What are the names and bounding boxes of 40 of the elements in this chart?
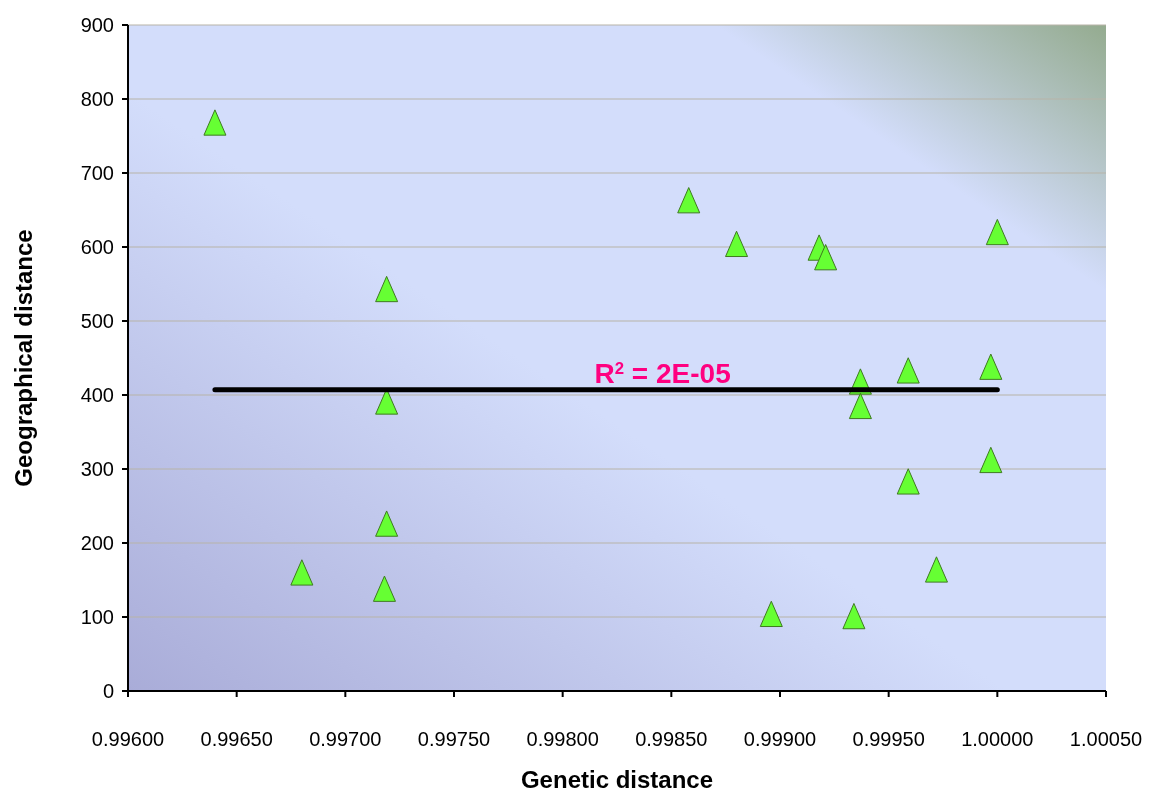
annotation: R$^{2}$ = 2E-05 (594, 358, 731, 390)
x-tick-label: 0.99750 (417, 728, 491, 750)
point (842, 602, 866, 630)
y-tick-label: 500 (80, 310, 114, 332)
point (759, 600, 783, 628)
y-tick-label: 0 (102, 680, 114, 702)
point (375, 510, 399, 537)
y-tick-label: 100 (80, 606, 114, 628)
x-tick-label: 0.99800 (526, 728, 599, 750)
y-tick-label: 400 (80, 384, 114, 406)
y-tick-label: 200 (80, 532, 114, 554)
point (372, 575, 396, 602)
x-tick-label: 0.99650 (200, 728, 273, 750)
point (203, 109, 227, 136)
y-axis-title: Geographical distance (10, 229, 37, 487)
point (725, 230, 749, 258)
x-tick-label: 0.99600 (91, 728, 165, 750)
point (896, 357, 920, 384)
point (924, 556, 948, 583)
x-axis-title: Genetic distance (520, 766, 714, 793)
point (979, 353, 1003, 380)
point (814, 244, 838, 271)
x-tick-label: 1.00050 (1069, 728, 1143, 750)
y-tick-label: 900 (80, 14, 114, 36)
x-tick-label: 0.99700 (309, 728, 382, 750)
point (896, 468, 920, 495)
point (985, 218, 1009, 246)
y-tick-label: 700 (80, 162, 114, 184)
y-tick-label: 600 (80, 236, 114, 258)
point (848, 392, 872, 420)
x-tick-label: 0.99850 (635, 728, 708, 750)
x-tick-label: 0.99900 (743, 728, 817, 750)
y-tick-label: 300 (80, 458, 114, 480)
point (375, 275, 399, 303)
x-tick-label: 0.99950 (852, 728, 925, 750)
point (290, 559, 314, 586)
point (677, 187, 701, 214)
point (979, 446, 1003, 474)
x-tick-label: 1.00000 (961, 728, 1034, 750)
y-tick-label: 800 (80, 88, 114, 110)
